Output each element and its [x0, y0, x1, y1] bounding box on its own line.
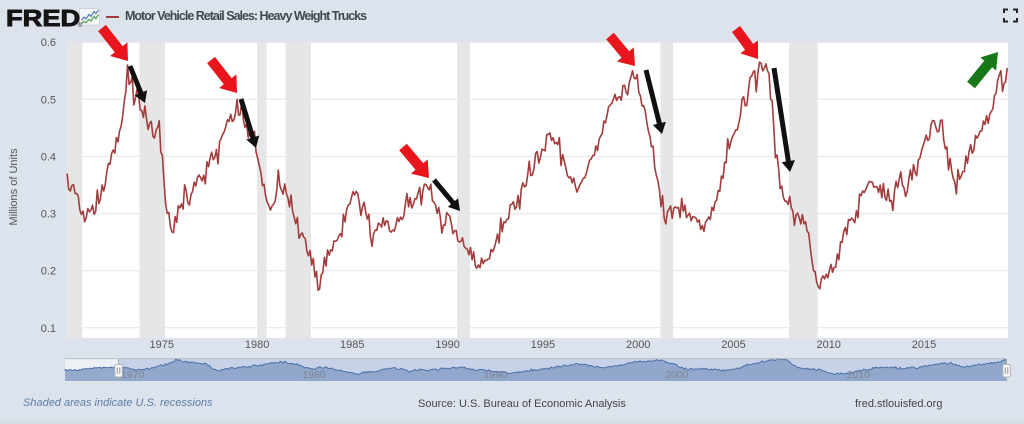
- svg-text:0.6: 0.6: [41, 37, 56, 49]
- svg-text:1995: 1995: [531, 339, 555, 351]
- svg-text:1980: 1980: [302, 369, 326, 381]
- svg-text:2010: 2010: [847, 369, 871, 381]
- svg-text:0.2: 0.2: [41, 266, 56, 278]
- svg-text:2005: 2005: [721, 339, 745, 351]
- svg-text:2000: 2000: [626, 339, 650, 351]
- svg-text:1990: 1990: [484, 369, 508, 381]
- svg-text:1975: 1975: [150, 339, 174, 351]
- svg-text:2010: 2010: [816, 339, 840, 351]
- svg-text:2015: 2015: [912, 339, 936, 351]
- svg-text:1980: 1980: [245, 339, 269, 351]
- svg-text:2000: 2000: [665, 369, 689, 381]
- svg-text:Millions of Units: Millions of Units: [8, 148, 20, 226]
- svg-text:1985: 1985: [340, 339, 364, 351]
- svg-text:1990: 1990: [435, 339, 459, 351]
- svg-text:0.4: 0.4: [41, 151, 56, 163]
- svg-text:1970: 1970: [121, 369, 145, 381]
- svg-text:0.3: 0.3: [41, 209, 56, 221]
- svg-text:0.1: 0.1: [41, 323, 56, 335]
- svg-text:0.5: 0.5: [41, 94, 56, 106]
